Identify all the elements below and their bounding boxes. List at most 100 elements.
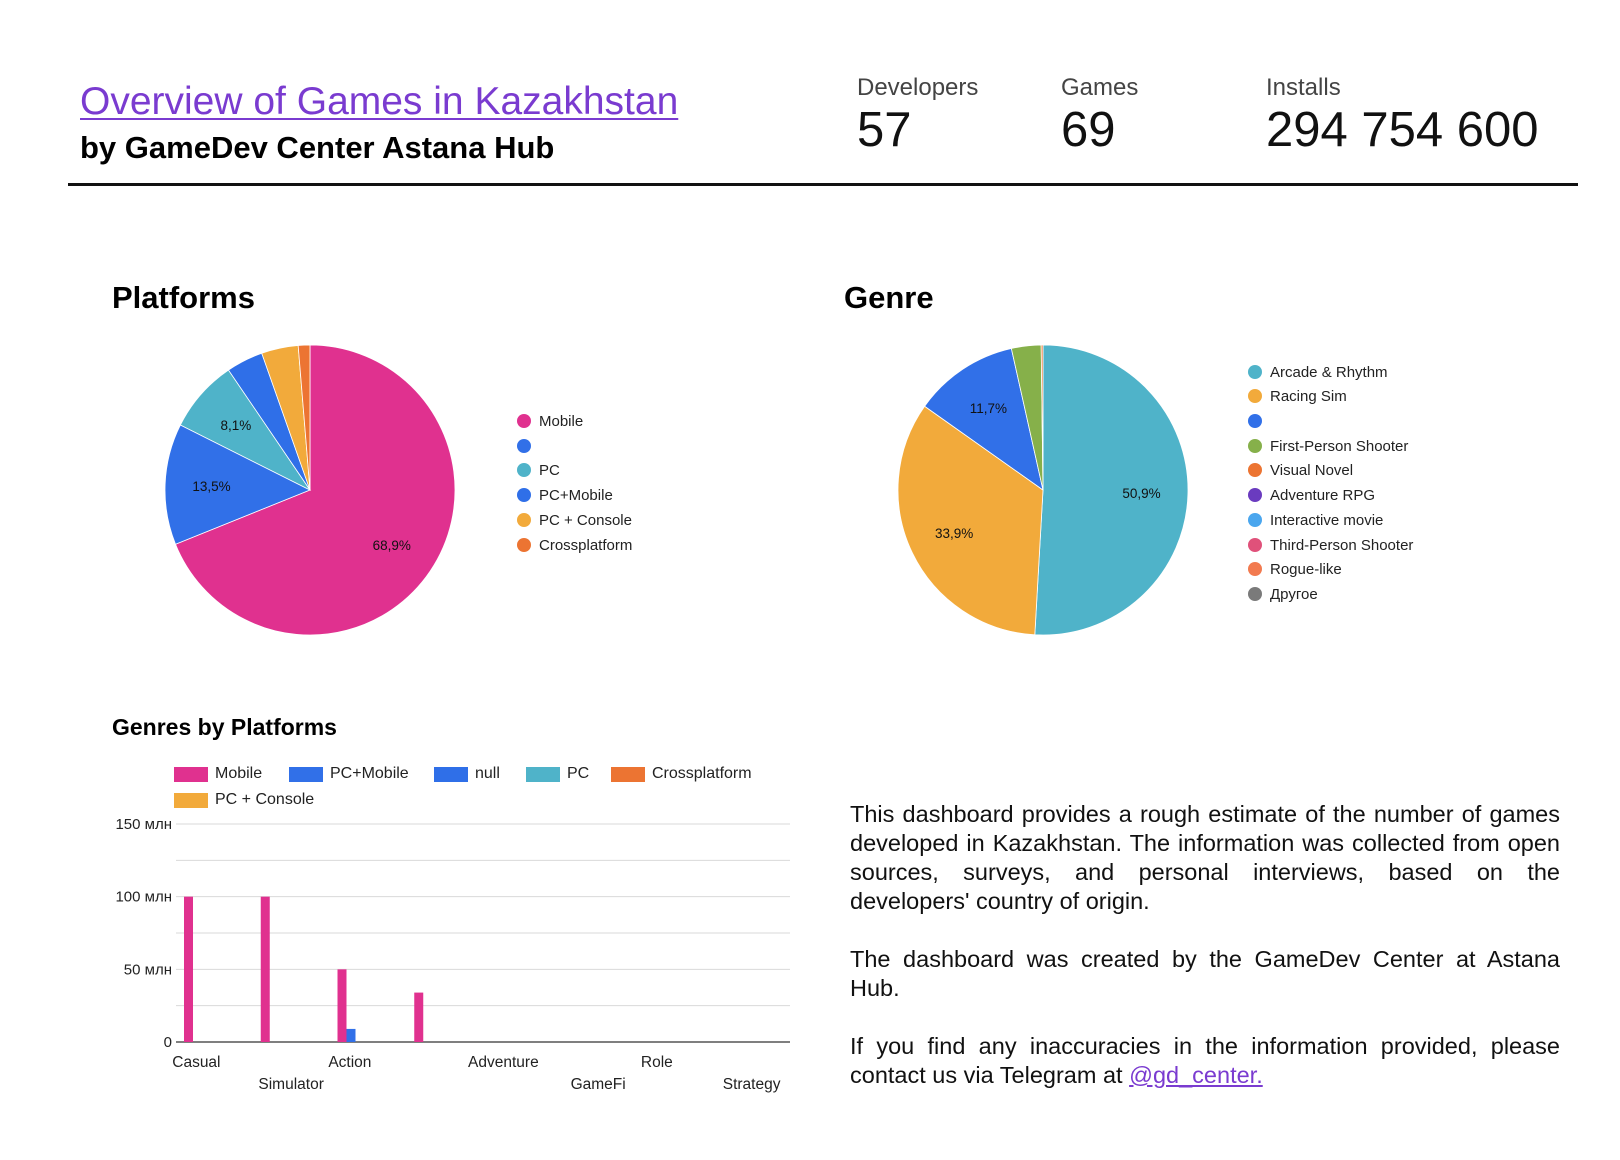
legend-swatch-icon [526, 766, 560, 782]
platforms-legend-item[interactable]: PC [517, 460, 560, 480]
genre-legend-item[interactable]: Adventure RPG [1248, 485, 1375, 505]
header-divider [68, 183, 1578, 186]
pie-slice[interactable] [174, 344, 456, 636]
telegram-link[interactable]: @gd_center. [1129, 1062, 1263, 1088]
legend-label: Third-Person Shooter [1270, 536, 1414, 554]
y-tick-label: 150 млн [115, 816, 172, 833]
genre-legend-item[interactable]: Racing Sim [1248, 386, 1347, 406]
bar[interactable] [260, 896, 270, 1042]
bar-legend-item[interactable]: PC [526, 764, 589, 784]
contact-text: If you find any inaccuracies in the info… [850, 1033, 1560, 1088]
legend-dot-icon [517, 538, 531, 552]
legend-dot-icon [1248, 389, 1262, 403]
legend-label: Adventure RPG [1270, 486, 1376, 504]
legend-label: First-Person Shooter [1270, 437, 1409, 455]
bar[interactable] [337, 969, 347, 1042]
legend-swatch-icon [434, 766, 468, 782]
pie-slice[interactable] [1034, 344, 1189, 636]
x-tick-label: Strategy [723, 1076, 781, 1093]
genre-legend-item[interactable]: Arcade & Rhythm [1248, 362, 1388, 382]
pie-data-label: 33,9% [935, 526, 973, 541]
description-paragraph: If you find any inaccuracies in the info… [850, 1032, 1560, 1090]
x-tick-label: Adventure [468, 1054, 539, 1071]
legend-label: PC+Mobile [539, 486, 613, 504]
bar[interactable] [346, 1028, 356, 1042]
legend-dot-icon [517, 488, 531, 502]
genre-legend-item[interactable] [1248, 411, 1270, 431]
legend-dot-icon [1248, 414, 1262, 428]
platforms-legend-item[interactable]: PC + Console [517, 510, 632, 530]
legend-dot-icon [1248, 365, 1262, 379]
genre-legend-item[interactable]: Rogue-like [1248, 559, 1342, 579]
platforms-legend-item[interactable]: Mobile [517, 411, 583, 431]
dashboard-subtitle: by GameDev Center Astana Hub [80, 130, 555, 165]
kpi-games-value: 69 [1061, 103, 1116, 157]
legend-dot-icon [1248, 587, 1262, 601]
pie-data-label: 68,9% [373, 538, 411, 553]
y-tick-label: 0 [164, 1034, 172, 1051]
kpi-developers-value: 57 [857, 103, 912, 157]
legend-label: Mobile [539, 412, 584, 430]
legend-label: PC [567, 765, 590, 782]
pie-slice[interactable] [1040, 344, 1044, 491]
legend-dot-icon [1248, 513, 1262, 527]
legend-label: Crossplatform [652, 765, 752, 782]
pie-data-label: 11,7% [970, 401, 1007, 416]
genre-legend-item[interactable]: Другое [1248, 584, 1318, 604]
platforms-legend-item[interactable]: Crossplatform [517, 535, 632, 555]
legend-swatch-icon [611, 766, 645, 782]
genre-pie-chart: 50,9% 33,9% 11,7% [897, 344, 1189, 636]
pie-data-label: 8,1% [220, 418, 251, 433]
description-text: This dashboard provides a rough estimate… [850, 800, 1560, 1119]
y-tick-label: 100 млн [115, 889, 172, 906]
legend-dot-icon [1248, 562, 1262, 576]
legend-label: Crossplatform [539, 536, 633, 554]
legend-label: Arcade & Rhythm [1270, 363, 1388, 381]
legend-label: Другое [1270, 585, 1318, 603]
legend-dot-icon [1248, 439, 1262, 453]
pie-slice[interactable] [897, 405, 1044, 636]
bar-legend-item[interactable]: Crossplatform [611, 764, 752, 784]
kpi-games-label: Games [1061, 74, 1139, 101]
kpi-installs-value: 294 754 600 [1266, 103, 1539, 157]
bar-legend-item[interactable]: PC + Console [174, 790, 314, 810]
platforms-title: Platforms [112, 280, 255, 315]
genre-legend-item[interactable]: Third-Person Shooter [1248, 535, 1413, 555]
legend-label: PC + Console [539, 511, 632, 529]
dashboard-title-link[interactable]: Overview of Games in Kazakhstan [80, 80, 679, 123]
platforms-legend-item[interactable]: PC+Mobile [517, 485, 613, 505]
legend-label: PC + Console [215, 791, 315, 808]
legend-dot-icon [1248, 538, 1262, 552]
pie-slice[interactable] [297, 344, 311, 491]
genre-title: Genre [844, 280, 934, 315]
legend-dot-icon [1248, 463, 1262, 477]
legend-label: Interactive movie [1270, 511, 1384, 529]
description-paragraph: The dashboard was created by the GameDev… [850, 946, 1560, 1001]
legend-dot-icon [517, 414, 531, 428]
platforms-legend-item[interactable] [517, 436, 539, 456]
legend-label: Racing Sim [1270, 387, 1347, 405]
bar[interactable] [414, 992, 424, 1042]
legend-label: PC+Mobile [330, 765, 409, 782]
genre-legend-item[interactable]: First-Person Shooter [1248, 436, 1408, 456]
genre-legend-item[interactable]: Visual Novel [1248, 460, 1353, 480]
bar-legend-item[interactable]: Mobile [174, 764, 262, 784]
bar[interactable] [184, 896, 193, 1042]
y-tick-label: 50 млн [124, 961, 172, 978]
legend-dot-icon [517, 463, 531, 477]
legend-dot-icon [1248, 488, 1262, 502]
genres-by-platforms-title: Genres by Platforms [112, 714, 337, 740]
bar-legend-item[interactable]: null [434, 764, 500, 784]
bar-legend-item[interactable]: PC+Mobile [289, 764, 409, 784]
kpi-developers-label: Developers [857, 74, 979, 101]
genre-legend-item[interactable]: Interactive movie [1248, 510, 1383, 530]
platforms-pie-chart: 68,9% 13,5% 8,1% [164, 344, 456, 636]
description-paragraph: This dashboard provides a rough estimate… [850, 801, 1560, 914]
pie-slice[interactable] [164, 424, 311, 545]
x-tick-label: GameFi [571, 1076, 626, 1093]
legend-swatch-icon [174, 792, 208, 808]
kpi-installs-label: Installs [1266, 74, 1341, 101]
pie-slice[interactable] [924, 348, 1044, 491]
legend-label: Visual Novel [1270, 461, 1354, 479]
legend-dot-icon [517, 439, 531, 453]
